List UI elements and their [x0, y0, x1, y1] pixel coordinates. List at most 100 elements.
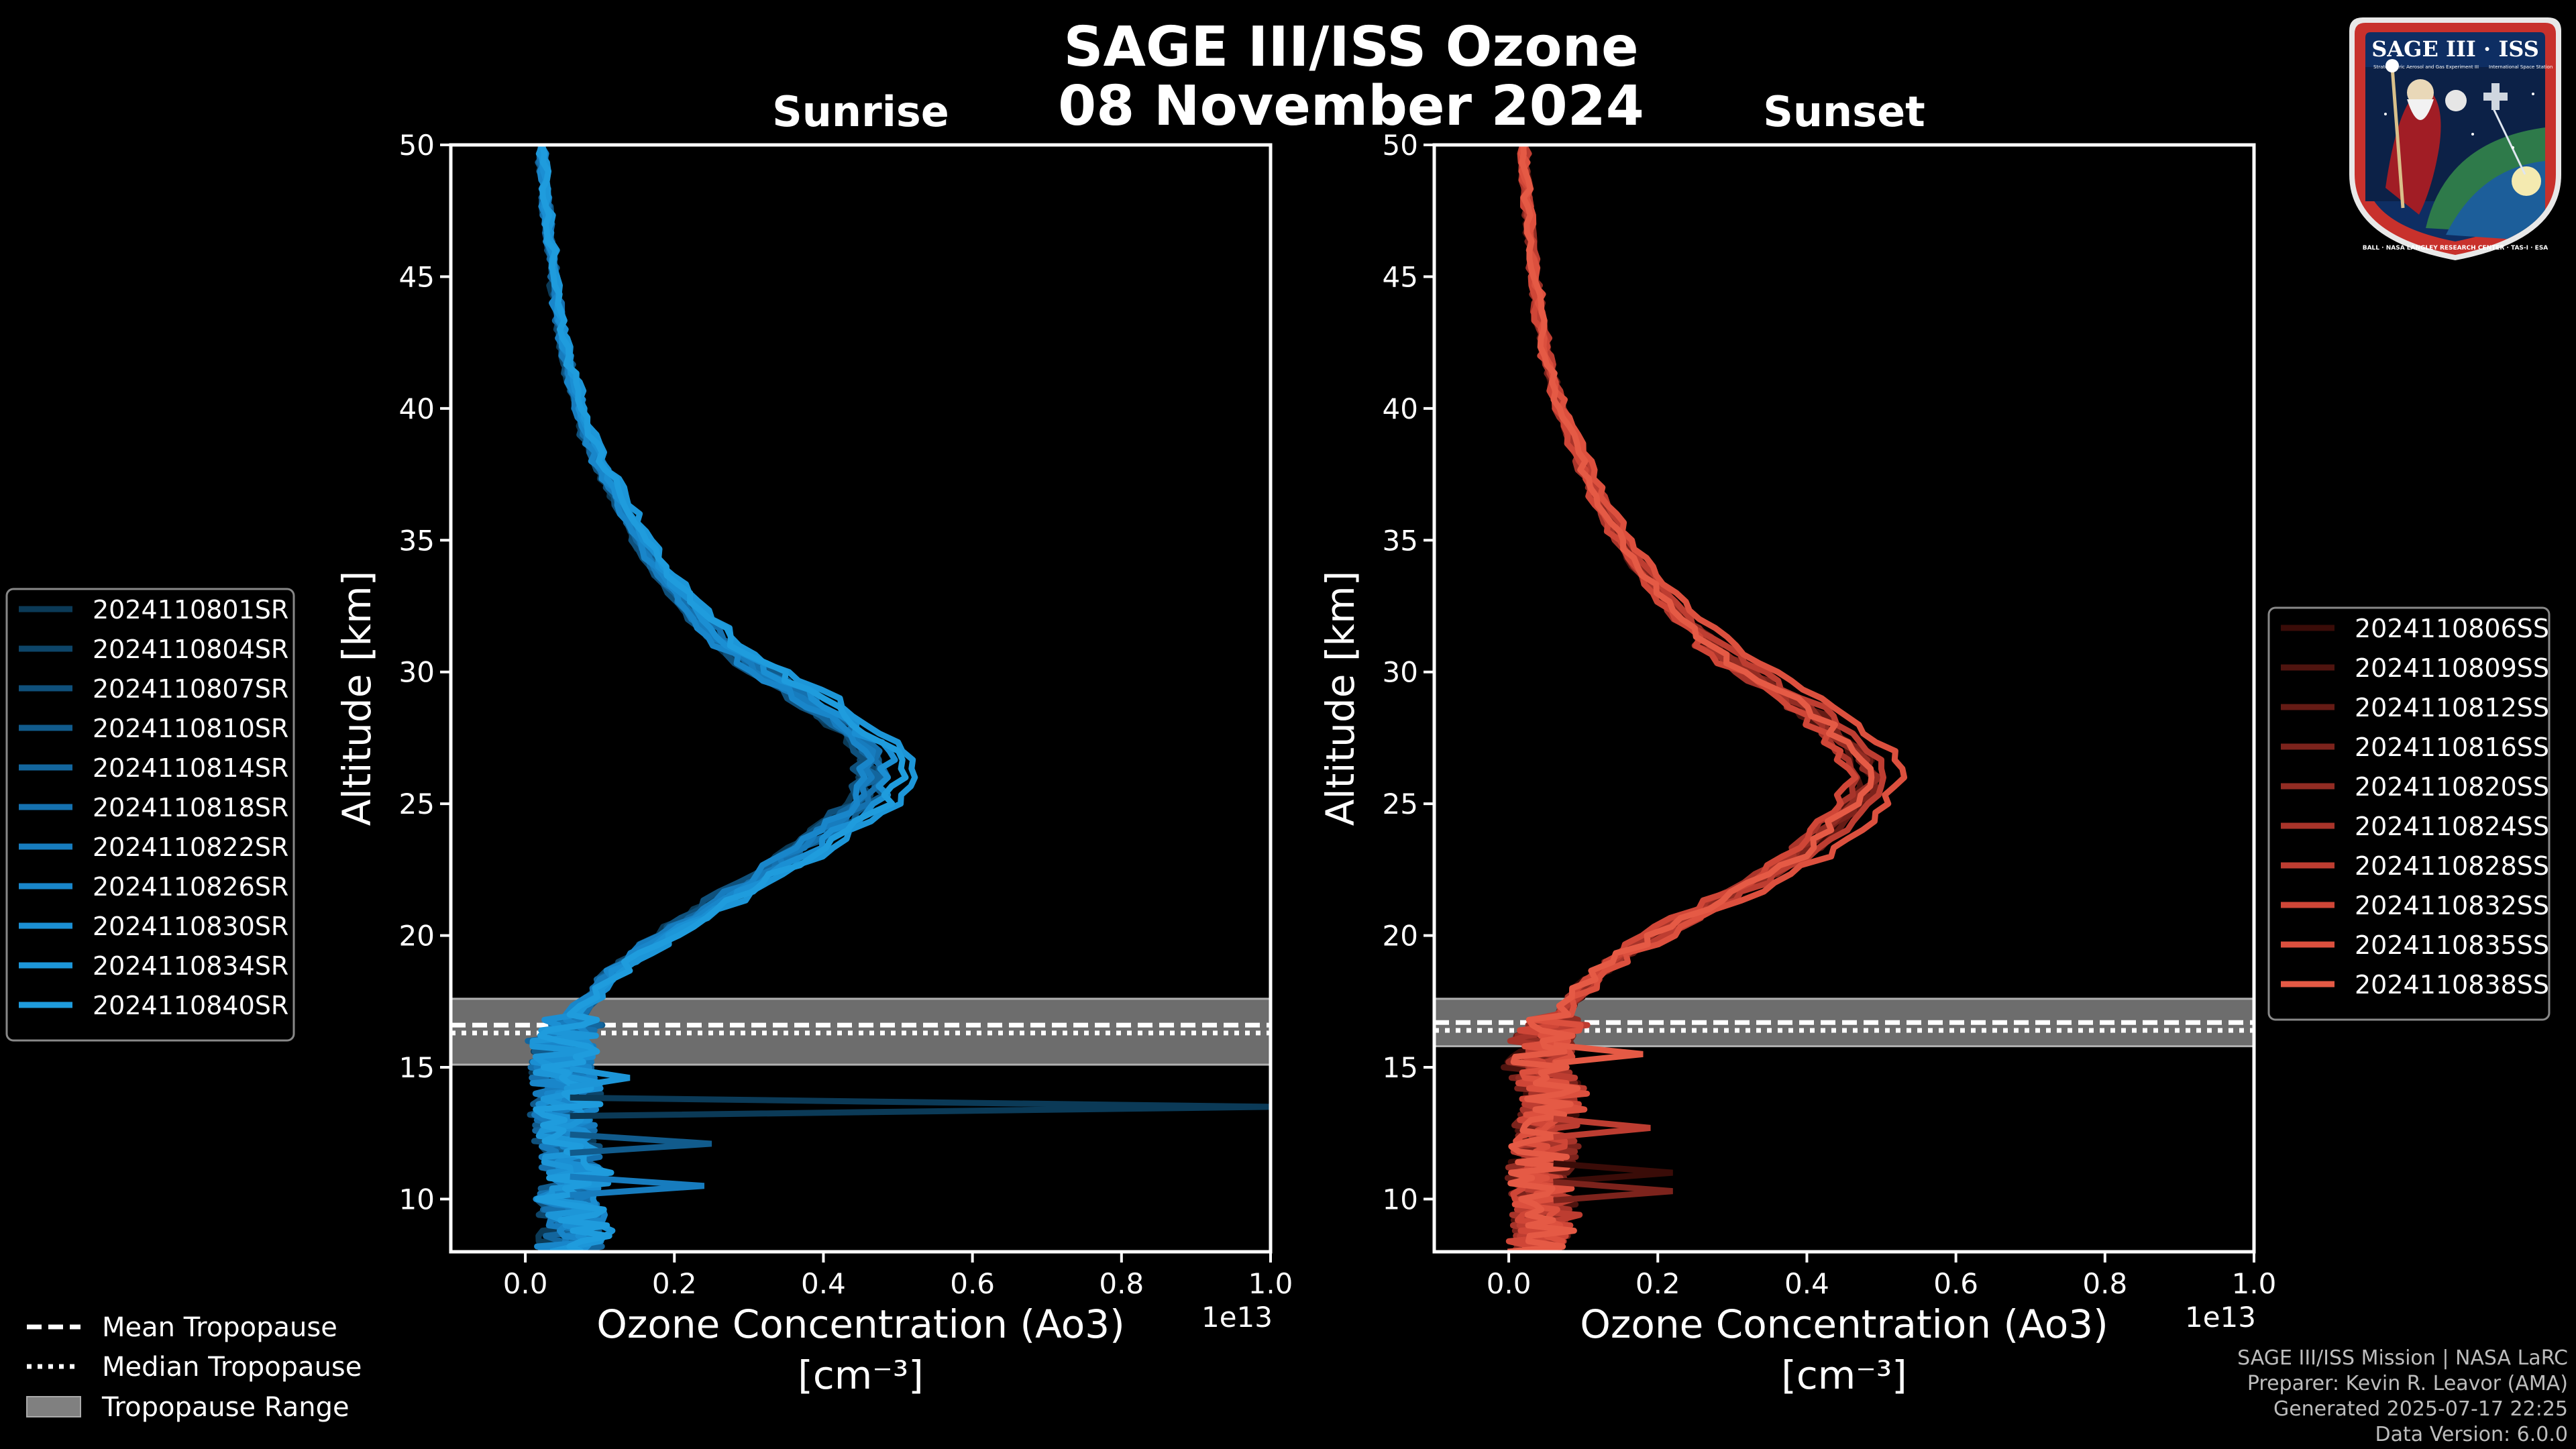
- sunset-x-tick-label: 0.2: [1635, 1267, 1680, 1300]
- legend-label-2024110818SR: 2024110818SR: [93, 793, 288, 822]
- sunrise-x-axis-label: Ozone Concentration (Ao3): [596, 1301, 1125, 1347]
- sunset-y-tick-label: 20: [1383, 920, 1418, 953]
- sage-iii-iss-logo: SAGE III · ISS Stratospheric Aerosol and…: [2349, 17, 2561, 260]
- legend-label-2024110828SS: 2024110828SS: [2355, 851, 2549, 881]
- sunrise-y-tick-label: 40: [399, 392, 435, 425]
- main-title: SAGE III/ISS Ozone: [1063, 15, 1638, 79]
- credits-footer: SAGE III/ISS Mission | NASA LaRC Prepare…: [2237, 1346, 2568, 1448]
- sunrise-x-tick-label: 1.0: [1248, 1267, 1293, 1300]
- data-version: Data Version: 6.0.0: [2375, 1423, 2568, 1446]
- logo-title: SAGE III · ISS: [2371, 36, 2539, 62]
- sunrise-spike-3: [570, 1065, 631, 1090]
- sunset-x-tick-label: 0.0: [1487, 1267, 1532, 1300]
- legend-label-2024110806SS: 2024110806SS: [2355, 614, 2549, 643]
- sunset-y-tick-label: 45: [1383, 260, 1418, 293]
- sunset-y-tick-label: 10: [1383, 1183, 1418, 1216]
- sunrise-spike-1: [570, 1131, 712, 1157]
- legend-label-2024110832SS: 2024110832SS: [2355, 891, 2549, 920]
- legend-label-2024110804SR: 2024110804SR: [93, 635, 288, 664]
- sunset-x-tick-label: 1.0: [2232, 1267, 2277, 1300]
- sunset-spike-1: [1553, 1179, 1673, 1203]
- sunrise-y-tick-label: 15: [399, 1051, 435, 1084]
- sunrise-legend: 2024110801SR 2024110804SR 2024110807SR 2024…: [5, 588, 295, 1042]
- sunrise-y-tick-label: 10: [399, 1183, 435, 1216]
- sunset-y-tick-label: 25: [1383, 788, 1418, 820]
- sunset-panel: Sunset 0.0 0.2 0.4 0.6 0.8 1.0 10 15 20 25 30 35 40 45…: [1318, 87, 2276, 1398]
- sunset-x-tick-label: 0.8: [2082, 1267, 2127, 1300]
- sunset-y-axis-label: Altitude [km]: [1318, 571, 1363, 826]
- sunset-spike-0: [1553, 1160, 1673, 1185]
- legend-label-2024110838SS: 2024110838SS: [2355, 970, 2549, 1000]
- logo-subtitle-right: International Space Station: [2489, 64, 2553, 70]
- sunset-y-tick-label: 40: [1383, 392, 1418, 425]
- median-tropopause-label: Median Tropopause: [102, 1352, 362, 1383]
- tropopause-range-swatch: [26, 1396, 81, 1417]
- sunrise-panel-title: Sunrise: [772, 87, 949, 136]
- sunrise-spike-2: [570, 1173, 705, 1199]
- main-date: 08 November 2024: [1058, 74, 1644, 138]
- sunset-spike-2: [1553, 1116, 1651, 1140]
- sunset-series-lines: [1501, 145, 1908, 1252]
- sunset-x-axis-label: Ozone Concentration (Ao3): [1580, 1301, 2108, 1347]
- sunset-legend: 2024110806SS 2024110809SS 2024110812SS 2024…: [2267, 606, 2551, 1021]
- sunset-x-scale-label: 1e13: [2185, 1301, 2256, 1334]
- sunrise-y-tick-label: 20: [399, 920, 435, 953]
- sunrise-y-tick-label: 35: [399, 524, 435, 557]
- sunrise-spike-0: [570, 1094, 1271, 1120]
- sunset-x-tick-label: 0.4: [1784, 1267, 1829, 1300]
- sunset-y-tick-label: 50: [1383, 129, 1418, 162]
- legend-label-2024110810SR: 2024110810SR: [93, 714, 288, 743]
- sunrise-x-tick-label: 0.8: [1099, 1267, 1144, 1300]
- mission-credit: SAGE III/ISS Mission | NASA LaRC: [2237, 1346, 2568, 1370]
- legend-label-2024110809SS: 2024110809SS: [2355, 653, 2549, 683]
- sunrise-panel: Sunrise 0.0 0.2 0.4 0.6 0.8 1.0 10 15 20 25 30 35 40 4…: [334, 87, 1293, 1398]
- sunset-y-tick-label: 35: [1383, 524, 1418, 557]
- sunrise-y-tick-label: 30: [399, 656, 435, 689]
- legend-label-2024110840SR: 2024110840SR: [93, 991, 288, 1020]
- legend-label-2024110812SS: 2024110812SS: [2355, 693, 2549, 722]
- sunrise-x-tick-label: 0.4: [801, 1267, 846, 1300]
- sunrise-x-axis-unit: [cm⁻³]: [798, 1352, 924, 1398]
- generated-timestamp: Generated 2025-07-17 22:25: [2273, 1397, 2568, 1421]
- sunrise-y-tick-label: 25: [399, 788, 435, 820]
- sunrise-y-axis-label: Altitude [km]: [334, 571, 380, 826]
- sunset-axes-frame: [1432, 143, 2256, 1254]
- legend-label-2024110807SR: 2024110807SR: [93, 674, 288, 704]
- series-line-2024110838SS: [1507, 145, 1875, 1252]
- sunrise-legend-box: [5, 588, 295, 1042]
- legend-label-2024110824SS: 2024110824SS: [2355, 812, 2549, 841]
- legend-label-2024110816SS: 2024110816SS: [2355, 733, 2549, 762]
- sunrise-y-tick-label: 50: [399, 129, 435, 162]
- sunset-y-tick-label: 30: [1383, 656, 1418, 689]
- sunrise-series-lines: [525, 145, 1271, 1252]
- mean-tropopause-label: Mean Tropopause: [102, 1312, 337, 1343]
- legend-label-2024110834SR: 2024110834SR: [93, 951, 288, 981]
- tropopause-range-label: Tropopause Range: [101, 1392, 350, 1423]
- tropopause-legend: Mean Tropopause Median Tropopause Tropop…: [26, 1312, 362, 1423]
- legend-label-2024110822SR: 2024110822SR: [93, 833, 288, 862]
- preparer-credit: Preparer: Kevin R. Leavor (AMA): [2247, 1372, 2568, 1395]
- logo-ring-text: BALL · NASA LANGLEY RESEARCH CENTER · TA…: [2363, 245, 2548, 252]
- sunset-legend-box: [2267, 606, 2551, 1021]
- sunset-x-axis-unit: [cm⁻³]: [1781, 1352, 1907, 1398]
- sunrise-axes-frame: [449, 143, 1273, 1254]
- sunrise-x-tick-label: 0.2: [652, 1267, 697, 1300]
- sunrise-x-tick-label: 0.6: [950, 1267, 995, 1300]
- sunset-spike-3: [1553, 1042, 1644, 1067]
- legend-label-2024110826SR: 2024110826SR: [93, 872, 288, 902]
- sunrise-x-scale-label: 1e13: [1201, 1301, 1273, 1334]
- series-line-2024110822SR: [531, 145, 876, 1252]
- series-line-2024110840SR: [533, 145, 909, 1252]
- sunset-y-tick-label: 15: [1383, 1051, 1418, 1084]
- legend-label-2024110820SS: 2024110820SS: [2355, 772, 2549, 802]
- legend-label-2024110801SR: 2024110801SR: [93, 595, 288, 625]
- sunset-panel-title: Sunset: [1763, 87, 1925, 136]
- sunset-x-tick-label: 0.6: [1933, 1267, 1978, 1300]
- legend-label-2024110830SR: 2024110830SR: [93, 912, 288, 941]
- sunrise-x-tick-label: 0.0: [503, 1267, 548, 1300]
- sunrise-y-tick-label: 45: [399, 260, 435, 293]
- logo-subtitle-left: Stratospheric Aerosol and Gas Experiment…: [2373, 64, 2479, 70]
- series-line-2024110828SS: [1510, 145, 1886, 1252]
- legend-label-2024110835SS: 2024110835SS: [2355, 930, 2549, 960]
